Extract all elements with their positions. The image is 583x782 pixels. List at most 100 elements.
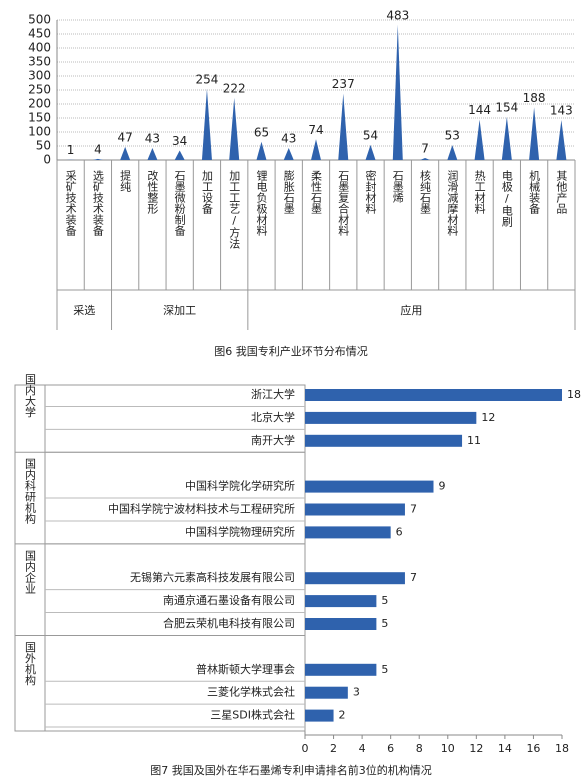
group-label: 国外机构 bbox=[24, 641, 37, 686]
bar bbox=[305, 434, 463, 447]
category-label: 无锡第六元素高科技发展有限公司 bbox=[130, 570, 295, 584]
category-label: 膨胀石墨 bbox=[282, 169, 295, 214]
y-tick-label: 450 bbox=[28, 27, 51, 41]
bar bbox=[305, 595, 377, 608]
value-label: 4 bbox=[94, 142, 102, 156]
bar bbox=[305, 526, 391, 539]
category-label: 选矿技术装备 bbox=[91, 170, 104, 237]
category-label: 普林斯顿大学理事会 bbox=[196, 662, 295, 676]
spike bbox=[529, 107, 540, 160]
x-tick-label: 2 bbox=[330, 742, 337, 755]
x-tick-label: 0 bbox=[302, 742, 309, 755]
y-tick-label: 350 bbox=[28, 55, 51, 69]
x-tick-label: 18 bbox=[555, 742, 569, 755]
spike bbox=[147, 147, 158, 160]
bar bbox=[305, 686, 348, 699]
y-tick-label: 0 bbox=[43, 153, 51, 167]
x-tick-label: 14 bbox=[498, 742, 512, 755]
x-tick-label: 6 bbox=[387, 742, 394, 755]
y-tick-label: 200 bbox=[28, 97, 51, 111]
caption: 图7 我国及国外在华石墨烯专利申请排名前3位的机构情况 bbox=[150, 763, 432, 777]
spike bbox=[501, 116, 512, 160]
spike bbox=[174, 150, 185, 160]
category-label: 浙江大学 bbox=[251, 387, 295, 401]
value-label: 154 bbox=[495, 100, 518, 114]
value-label: 254 bbox=[195, 72, 218, 86]
y-tick-label: 100 bbox=[28, 125, 51, 139]
value-label: 188 bbox=[523, 91, 546, 105]
value-label: 3 bbox=[353, 686, 360, 699]
group-label: 深加工 bbox=[163, 304, 196, 317]
spike bbox=[201, 88, 212, 160]
value-label: 65 bbox=[254, 125, 269, 139]
y-tick-label: 250 bbox=[28, 83, 51, 97]
category-label: 南开大学 bbox=[251, 433, 295, 447]
bar bbox=[305, 709, 334, 722]
value-label: 5 bbox=[381, 663, 388, 676]
spike bbox=[283, 147, 294, 160]
category-label: 机械装备 bbox=[528, 169, 541, 215]
category-label: 三菱化学株式会社 bbox=[207, 685, 295, 699]
value-label: 7 bbox=[410, 571, 417, 584]
value-label: 11 bbox=[467, 434, 481, 447]
spike bbox=[392, 24, 403, 161]
category-label: 核纯石墨 bbox=[419, 169, 432, 214]
category-label: 提纯 bbox=[119, 170, 132, 192]
value-label: 53 bbox=[445, 129, 460, 143]
spike bbox=[365, 144, 376, 160]
y-tick-label: 400 bbox=[28, 41, 51, 55]
value-label: 74 bbox=[308, 123, 323, 137]
group-label: 国内企业 bbox=[24, 549, 37, 593]
bar bbox=[305, 572, 405, 585]
value-label: 5 bbox=[381, 594, 388, 607]
y-tick-label: 150 bbox=[28, 111, 51, 125]
value-label: 7 bbox=[421, 142, 429, 156]
spike bbox=[256, 141, 267, 160]
group-label: 国内科研机构 bbox=[24, 458, 37, 525]
y-tick-label: 500 bbox=[28, 13, 51, 27]
value-label: 47 bbox=[118, 130, 133, 144]
value-label: 43 bbox=[145, 131, 160, 145]
category-label: 柔性石墨 bbox=[310, 170, 323, 214]
x-tick-label: 8 bbox=[416, 742, 423, 755]
spike bbox=[92, 158, 103, 160]
value-label: 483 bbox=[386, 8, 409, 22]
bar bbox=[305, 389, 562, 401]
category-label: 合肥云荣机电科技有限公司 bbox=[163, 616, 295, 630]
category-label: 南通京通石墨设备有限公司 bbox=[163, 593, 295, 607]
category-label: 锂电负极材料 bbox=[255, 169, 268, 237]
group-label: 应用 bbox=[400, 303, 422, 317]
spike bbox=[229, 97, 240, 160]
category-label: 三星SDI株式会社 bbox=[210, 708, 295, 722]
category-label: 石墨复合材料 bbox=[337, 170, 350, 237]
category-label: 改性整形 bbox=[146, 169, 159, 215]
table-frame bbox=[14, 384, 306, 732]
group-label: 采选 bbox=[73, 304, 95, 317]
value-label: 9 bbox=[439, 480, 446, 493]
caption: 图6 我国专利产业环节分布情况 bbox=[214, 344, 368, 358]
x-tick-label: 12 bbox=[469, 742, 483, 755]
value-label: 237 bbox=[332, 77, 355, 91]
value-label: 54 bbox=[363, 128, 378, 142]
y-tick-label: 50 bbox=[36, 139, 51, 153]
x-tick-label: 4 bbox=[359, 742, 366, 755]
category-label: 中国科学院化学研究所 bbox=[185, 479, 295, 493]
category-label: 中国科学院宁波材料技术与工程研究所 bbox=[108, 502, 295, 516]
value-label: 2 bbox=[339, 709, 346, 722]
bar bbox=[305, 503, 405, 516]
category-label: 石墨烯 bbox=[391, 170, 404, 204]
spike bbox=[338, 93, 349, 160]
spike bbox=[311, 139, 321, 160]
spike bbox=[474, 119, 485, 160]
category-label: 热工材料 bbox=[473, 170, 486, 215]
value-label: 144 bbox=[468, 103, 491, 117]
y-tick-label: 300 bbox=[28, 69, 51, 83]
value-label: 5 bbox=[381, 617, 388, 630]
category-label: 加工工艺/方法 bbox=[228, 170, 241, 249]
category-label: 电极/电刷 bbox=[500, 170, 513, 227]
spike bbox=[420, 158, 431, 160]
category-label: 润滑减摩材料 bbox=[446, 169, 459, 237]
bar bbox=[305, 663, 377, 676]
x-tick-label: 10 bbox=[441, 742, 455, 755]
